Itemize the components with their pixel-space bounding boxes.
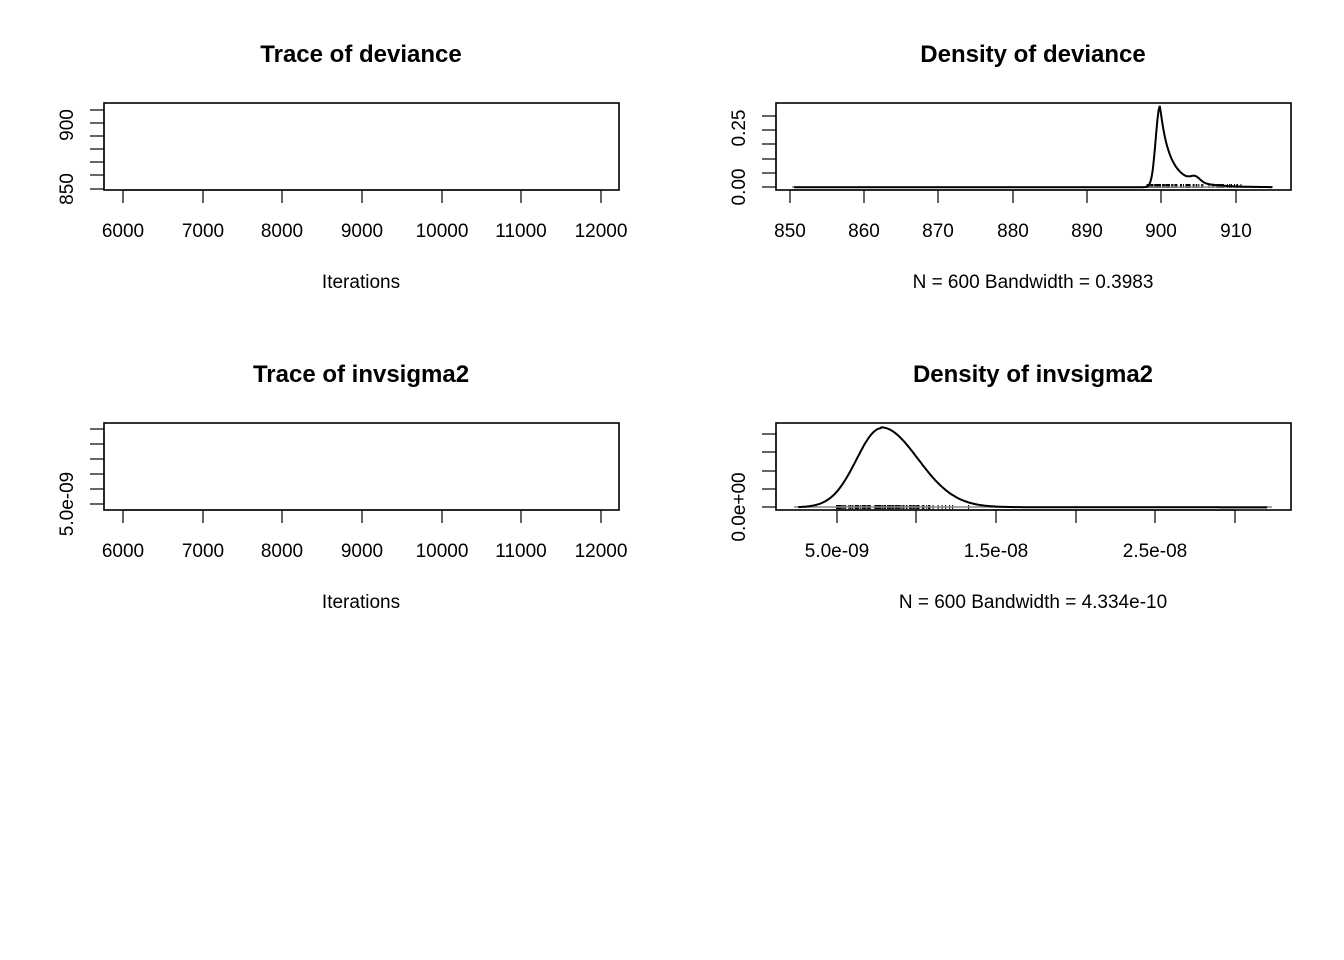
density-curve: [798, 426, 1268, 509]
x-axis: 6000 7000 8000 9000 10000 11000 12000: [102, 509, 628, 562]
y-tick-label: 0.0e+00: [729, 472, 750, 541]
x-tick-label: 10000: [416, 221, 469, 242]
x-axis-label: Iterations: [322, 272, 400, 293]
plot-area: [775, 422, 1292, 511]
plot-area: [103, 102, 620, 191]
x-tick-label: 6000: [102, 221, 144, 242]
chart-title: Density of deviance: [920, 41, 1145, 68]
chart-title: Trace of invsigma2: [253, 361, 469, 388]
x-tick-label: 12000: [575, 221, 628, 242]
y-tick-label: 900: [57, 109, 78, 141]
x-tick-label: 10000: [416, 541, 469, 562]
plot-area: [775, 102, 1292, 191]
x-axis-label: N = 600 Bandwidth = 0.3983: [913, 272, 1154, 293]
plot-area: [103, 422, 620, 511]
x-tick-label: 5.0e-09: [805, 541, 869, 562]
x-tick-label: 890: [1071, 221, 1103, 242]
y-tick-label: 850: [57, 173, 78, 205]
chart-title: Density of invsigma2: [913, 361, 1153, 388]
y-axis: 5.0e-09: [57, 428, 105, 536]
plot-frame: [103, 422, 620, 511]
y-axis: 0.0e+00: [729, 433, 777, 542]
panel-density-invsigma2: Density of invsigma2 5.0e-09 1.5e-08 2.5…: [729, 361, 1292, 613]
x-tick-label: 8000: [261, 221, 303, 242]
panel-trace-invsigma2: Trace of invsigma2 6000 7000 8000 9000 1…: [57, 361, 627, 613]
x-tick-label: 880: [997, 221, 1029, 242]
x-tick-label: 7000: [182, 541, 224, 562]
x-axis: 6000 7000 8000 9000 10000 11000 12000: [102, 189, 628, 242]
x-tick-label: 6000: [102, 541, 144, 562]
x-tick-label: 12000: [575, 541, 628, 562]
chart-title: Trace of deviance: [260, 41, 461, 68]
x-tick-label: 1.5e-08: [964, 541, 1028, 562]
y-axis: 850 900: [57, 109, 105, 205]
x-axis-label: N = 600 Bandwidth = 4.334e-10: [899, 592, 1167, 613]
x-tick-label: 8000: [261, 541, 303, 562]
x-tick-label: 2.5e-08: [1123, 541, 1187, 562]
x-axis: 850 860 870 880 890 900 910: [774, 189, 1252, 242]
x-tick-label: 11000: [495, 221, 546, 242]
x-tick-label: 9000: [341, 221, 383, 242]
x-tick-label: 9000: [341, 541, 383, 562]
x-tick-label: 860: [848, 221, 880, 242]
y-tick-label: 0.00: [729, 169, 750, 206]
x-tick-label: 850: [774, 221, 806, 242]
x-tick-label: 910: [1220, 221, 1252, 242]
y-tick-label: 5.0e-09: [57, 472, 78, 536]
panel-trace-deviance: Trace of deviance 6000 7000 8000 9000 10…: [57, 41, 627, 293]
y-axis: 0.00 0.25: [729, 110, 777, 206]
x-tick-label: 900: [1145, 221, 1177, 242]
plot-frame: [775, 102, 1292, 191]
plot-frame: [103, 102, 620, 191]
x-tick-label: 11000: [495, 541, 546, 562]
x-axis-label: Iterations: [322, 592, 400, 613]
y-tick-label: 0.25: [729, 110, 750, 147]
density-curve: [794, 105, 1273, 189]
panel-density-deviance: Density of deviance 850 860 870 880 890 …: [729, 41, 1292, 293]
x-tick-label: 7000: [182, 221, 224, 242]
x-tick-label: 870: [922, 221, 954, 242]
x-axis: 5.0e-09 1.5e-08 2.5e-08: [805, 509, 1236, 562]
